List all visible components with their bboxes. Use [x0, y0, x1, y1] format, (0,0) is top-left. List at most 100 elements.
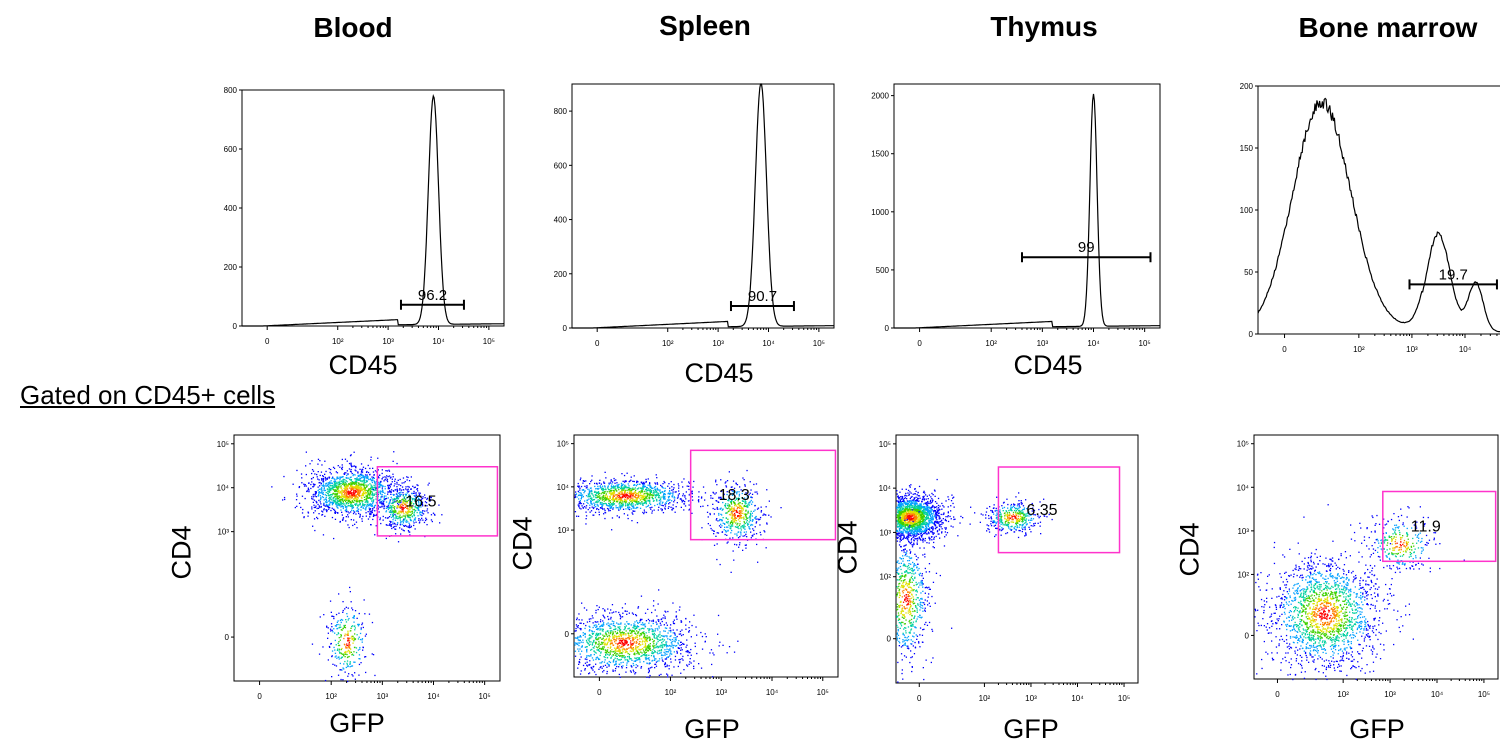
event-dot: [594, 482, 596, 485]
event-dot: [371, 485, 373, 487]
event-dot: [628, 655, 630, 657]
event-dot: [603, 513, 605, 515]
event-dot: [386, 505, 388, 508]
event-dot: [363, 493, 366, 495]
event-dot: [596, 483, 598, 485]
event-dot: [607, 488, 610, 491]
event-dot: [618, 503, 620, 505]
event-dot: [599, 643, 602, 646]
event-dot: [326, 478, 328, 480]
event-dot: [313, 518, 316, 520]
event-dot: [330, 468, 332, 471]
event-dot: [366, 495, 368, 497]
event-dot: [358, 512, 360, 515]
event-dot: [660, 639, 662, 641]
event-dot: [357, 486, 359, 488]
event-dot: [417, 509, 419, 511]
event-dot: [625, 640, 627, 642]
event-dot: [381, 487, 383, 489]
event-dot: [405, 512, 407, 514]
gate-value: 99: [1078, 239, 1095, 256]
event-dot: [602, 504, 604, 506]
event-dot: [400, 501, 402, 503]
event-dot: [590, 489, 593, 491]
event-dot: [338, 641, 340, 643]
event-dot: [336, 627, 339, 630]
event-dot: [737, 640, 739, 642]
event-dot: [345, 516, 347, 518]
event-dot: [733, 502, 736, 504]
event-dot: [346, 489, 348, 491]
event-dot: [355, 488, 357, 491]
event-dot: [347, 502, 350, 504]
event-dot: [613, 636, 615, 638]
event-dot: [615, 667, 617, 670]
event-dot: [351, 505, 353, 507]
event-dot: [620, 622, 622, 624]
event-dot: [717, 501, 719, 503]
event-dot: [360, 474, 362, 476]
event-dot: [738, 491, 740, 493]
event-dot: [611, 643, 613, 645]
event-dot: [750, 489, 752, 491]
event-dot: [739, 505, 742, 507]
event-dot: [329, 507, 331, 509]
event-dot: [676, 502, 678, 504]
event-dot: [319, 460, 321, 462]
event-dot: [609, 492, 611, 494]
event-dot: [724, 523, 726, 525]
event-dot: [364, 635, 367, 637]
event-dot: [586, 641, 588, 643]
event-dot: [601, 499, 604, 501]
event-dot: [396, 500, 399, 502]
event-dot: [654, 663, 656, 665]
event-dot: [353, 451, 355, 453]
event-dot: [603, 488, 605, 491]
event-dot: [390, 493, 392, 495]
event-dot: [670, 658, 672, 660]
event-dot: [381, 496, 383, 498]
event-dot: [380, 498, 382, 500]
event-dot: [356, 527, 358, 529]
event-dot: [406, 500, 408, 502]
event-dot: [606, 672, 608, 675]
title-thymus: Thymus: [990, 11, 1098, 42]
event-dot: [345, 606, 347, 608]
event-dot: [379, 474, 381, 476]
event-dot: [631, 630, 633, 632]
event-dot: [627, 507, 629, 509]
event-dot: [311, 643, 314, 645]
event-dot: [628, 487, 630, 489]
event-dot: [647, 671, 650, 674]
event-dot: [640, 666, 643, 668]
event-dot: [601, 667, 603, 669]
event-dot: [306, 490, 308, 493]
event-dot: [710, 495, 712, 497]
event-dot: [392, 476, 394, 478]
event-dot: [663, 492, 666, 495]
event-dot: [311, 460, 313, 462]
event-dot: [629, 629, 631, 631]
event-dot: [727, 520, 729, 523]
event-dot: [644, 501, 647, 504]
event-dot: [602, 630, 604, 632]
event-dot: [596, 504, 598, 506]
event-dot: [386, 517, 389, 519]
event-dot: [749, 515, 751, 517]
event-dot: [357, 623, 359, 626]
event-dot: [626, 664, 628, 666]
event-dot: [627, 487, 629, 489]
event-dot: [717, 532, 720, 534]
event-dot: [618, 650, 620, 652]
event-dot: [362, 494, 364, 496]
event-dot: [623, 640, 626, 642]
event-dot: [349, 476, 351, 479]
event-dot: [316, 507, 318, 510]
event-dot: [407, 526, 409, 528]
event-dot: [372, 476, 375, 479]
event-dot: [603, 624, 605, 626]
event-dot: [408, 527, 411, 529]
event-dot: [358, 499, 360, 502]
event-dot: [739, 507, 741, 509]
event-dot: [700, 505, 702, 508]
